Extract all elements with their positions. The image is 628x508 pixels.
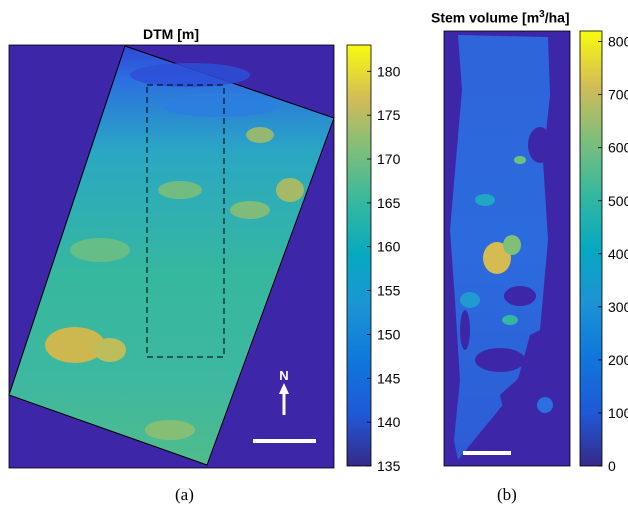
stem-colorbar-tick-label: 700 bbox=[608, 87, 628, 103]
dtm-colorbar-tick-label: 160 bbox=[377, 239, 401, 255]
stem-highlights bbox=[460, 156, 553, 413]
stem-colorbar bbox=[579, 30, 603, 467]
north-arrow bbox=[279, 383, 289, 415]
stem-title-text: Stem volume [m bbox=[431, 9, 540, 26]
stem-colorbar-tick-label: 400 bbox=[608, 246, 628, 262]
dtm-colorbar-tick-label: 170 bbox=[377, 151, 401, 167]
dtm-title-text: DTM [m] bbox=[143, 26, 199, 42]
caption-b: (b) bbox=[497, 485, 517, 504]
dtm-colorbar-tick-label: 140 bbox=[377, 414, 401, 430]
dtm-colorbar-tick-label: 155 bbox=[377, 283, 401, 299]
dtm-title: DTM [m] bbox=[143, 26, 199, 42]
dtm-colorbar-tick-label: 175 bbox=[377, 107, 401, 123]
dtm-scale-bar bbox=[253, 439, 316, 443]
dtm-colorbar-tick-label: 145 bbox=[377, 370, 401, 386]
stem-title-sup: 3 bbox=[539, 9, 545, 20]
stem-gaps bbox=[460, 127, 560, 440]
north-arrow-label: N bbox=[279, 368, 288, 383]
stem-title-tail: /ha] bbox=[544, 9, 570, 26]
stem-colorbar-ticks: 0 100 200 300 400 500 600 700 800 bbox=[598, 34, 628, 474]
dtm-colorbar bbox=[346, 44, 372, 467]
dtm-dashed-region bbox=[146, 84, 225, 358]
dtm-highlights bbox=[45, 63, 304, 440]
stem-colorbar-tick-label: 100 bbox=[608, 405, 628, 421]
stem-colorbar-tick-label: 500 bbox=[608, 193, 628, 209]
stem-colorbar-tick-label: 800 bbox=[608, 34, 628, 50]
caption-a: (a) bbox=[175, 485, 194, 504]
stem-colorbar-tick-label: 0 bbox=[608, 458, 616, 474]
stem-colorbar-tick-label: 300 bbox=[608, 299, 628, 315]
stem-scale-bar bbox=[463, 451, 511, 455]
dtm-colorbar-tick-label: 165 bbox=[377, 195, 401, 211]
stem-colorbar-tick-label: 600 bbox=[608, 140, 628, 156]
stem-colorbar-tick-label: 200 bbox=[608, 352, 628, 368]
dtm-colorbar-ticks: 135 140 145 150 155 160 165 170 175 180 bbox=[367, 63, 401, 474]
dtm-colorbar-tick-label: 135 bbox=[377, 458, 401, 474]
dtm-colorbar-tick-label: 150 bbox=[377, 326, 401, 342]
dtm-colorbar-tick-label: 180 bbox=[377, 63, 401, 79]
stem-title: Stem volume [m3/ha] bbox=[431, 9, 570, 26]
